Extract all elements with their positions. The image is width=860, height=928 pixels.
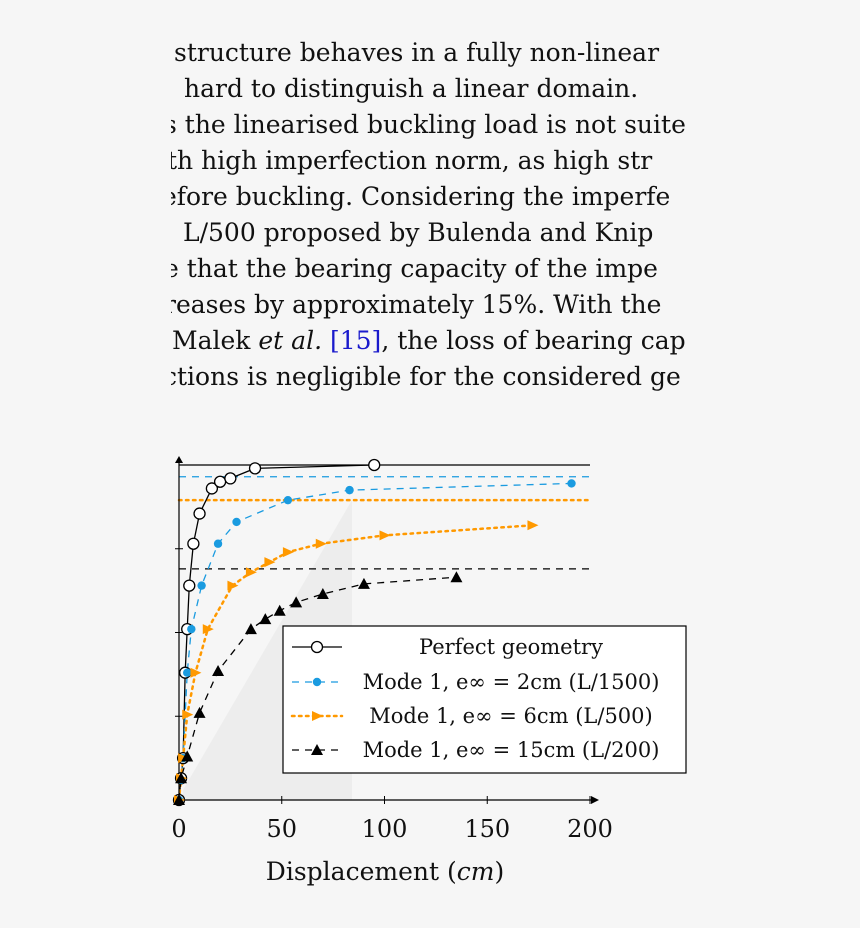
data-point (190, 667, 202, 678)
legend-marker (312, 677, 322, 687)
data-point (187, 624, 196, 634)
data-point (244, 623, 257, 635)
data-point (213, 539, 223, 548)
legend-marker (311, 744, 323, 755)
data-point (232, 517, 241, 527)
data-point (182, 709, 194, 720)
paragraph-line: s the linearised buckling load is not su… (171, 110, 686, 139)
paragraph-line: hard to distinguish a linear domain. (184, 74, 639, 103)
data-point (248, 462, 262, 475)
x-tick-label: 50 (266, 815, 297, 843)
paragraph-span: Malek (172, 326, 259, 355)
legend-label: Mode 1, e∞ = 2cm (L/1500) (363, 670, 660, 694)
data-point (368, 458, 381, 472)
x-axis-label: Displacement (cm) (266, 857, 504, 886)
paragraph-span: et al. (258, 326, 323, 355)
data-point (173, 794, 185, 805)
data-point (193, 706, 206, 718)
paragraph-line: th high imperfection norm, as high str (171, 146, 653, 175)
x-tick-label: 100 (362, 815, 408, 843)
body-paragraph: structure behaves in a fully non-linear h… (171, 34, 687, 394)
legend-marker (310, 640, 324, 654)
citation-link[interactable]: [15] (329, 326, 382, 355)
data-point (227, 580, 239, 591)
paragraph-line: reases by approximately 15%. With the (171, 290, 662, 319)
series-line (178, 482, 572, 801)
data-point (450, 571, 463, 583)
legend-label: Mode 1, e∞ = 15cm (L/200) (363, 738, 660, 762)
data-point (379, 530, 391, 541)
legend-label: Perfect geometry (419, 635, 603, 659)
paragraph-line: ctions is negligible for the considered … (171, 362, 681, 391)
data-point (205, 482, 219, 495)
data-point (181, 750, 194, 762)
data-point (345, 485, 354, 495)
data-point (224, 472, 237, 485)
data-point (202, 624, 214, 635)
x-tick-label: 0 (171, 815, 186, 843)
x-tick-label: 200 (567, 815, 613, 843)
data-point (212, 665, 225, 677)
data-point (567, 479, 576, 488)
x-axis-arrow-icon (591, 796, 599, 804)
x-axis-label-unit: cm (457, 857, 495, 886)
data-point (197, 581, 206, 590)
paragraph-span: , the loss of bearing cap (381, 326, 686, 355)
x-axis-label-text: Displacement ( (266, 857, 457, 886)
data-point (245, 567, 257, 578)
data-point (316, 587, 329, 599)
data-point (527, 520, 539, 531)
x-tick-label: 150 (464, 815, 510, 843)
data-point (213, 475, 227, 488)
data-point (357, 577, 370, 589)
paragraph-line: structure behaves in a fully non-linear (174, 38, 660, 67)
data-point (187, 537, 200, 550)
data-point (282, 547, 294, 558)
legend-box (282, 625, 687, 774)
paragraph-line: efore buckling. Considering the imperfe (171, 182, 671, 211)
data-point (283, 495, 293, 505)
legend-label: Mode 1, e∞ = 6cm (L/500) (369, 704, 652, 728)
data-point (183, 579, 196, 592)
data-point (175, 772, 188, 784)
data-point (193, 507, 206, 520)
y-axis-arrow-icon (175, 456, 183, 463)
data-point (290, 596, 303, 608)
paragraph-line: Malek et al. [15], the loss of bearing c… (172, 326, 686, 356)
data-point (259, 613, 272, 625)
data-point (273, 604, 286, 616)
paragraph-line: e that the bearing capacity of the impe (171, 254, 658, 283)
legend-marker (312, 711, 323, 721)
data-point (183, 668, 192, 677)
data-point (315, 538, 327, 549)
data-point (264, 557, 276, 568)
paragraph-line: L/500 proposed by Bulenda and Knip (183, 218, 654, 247)
